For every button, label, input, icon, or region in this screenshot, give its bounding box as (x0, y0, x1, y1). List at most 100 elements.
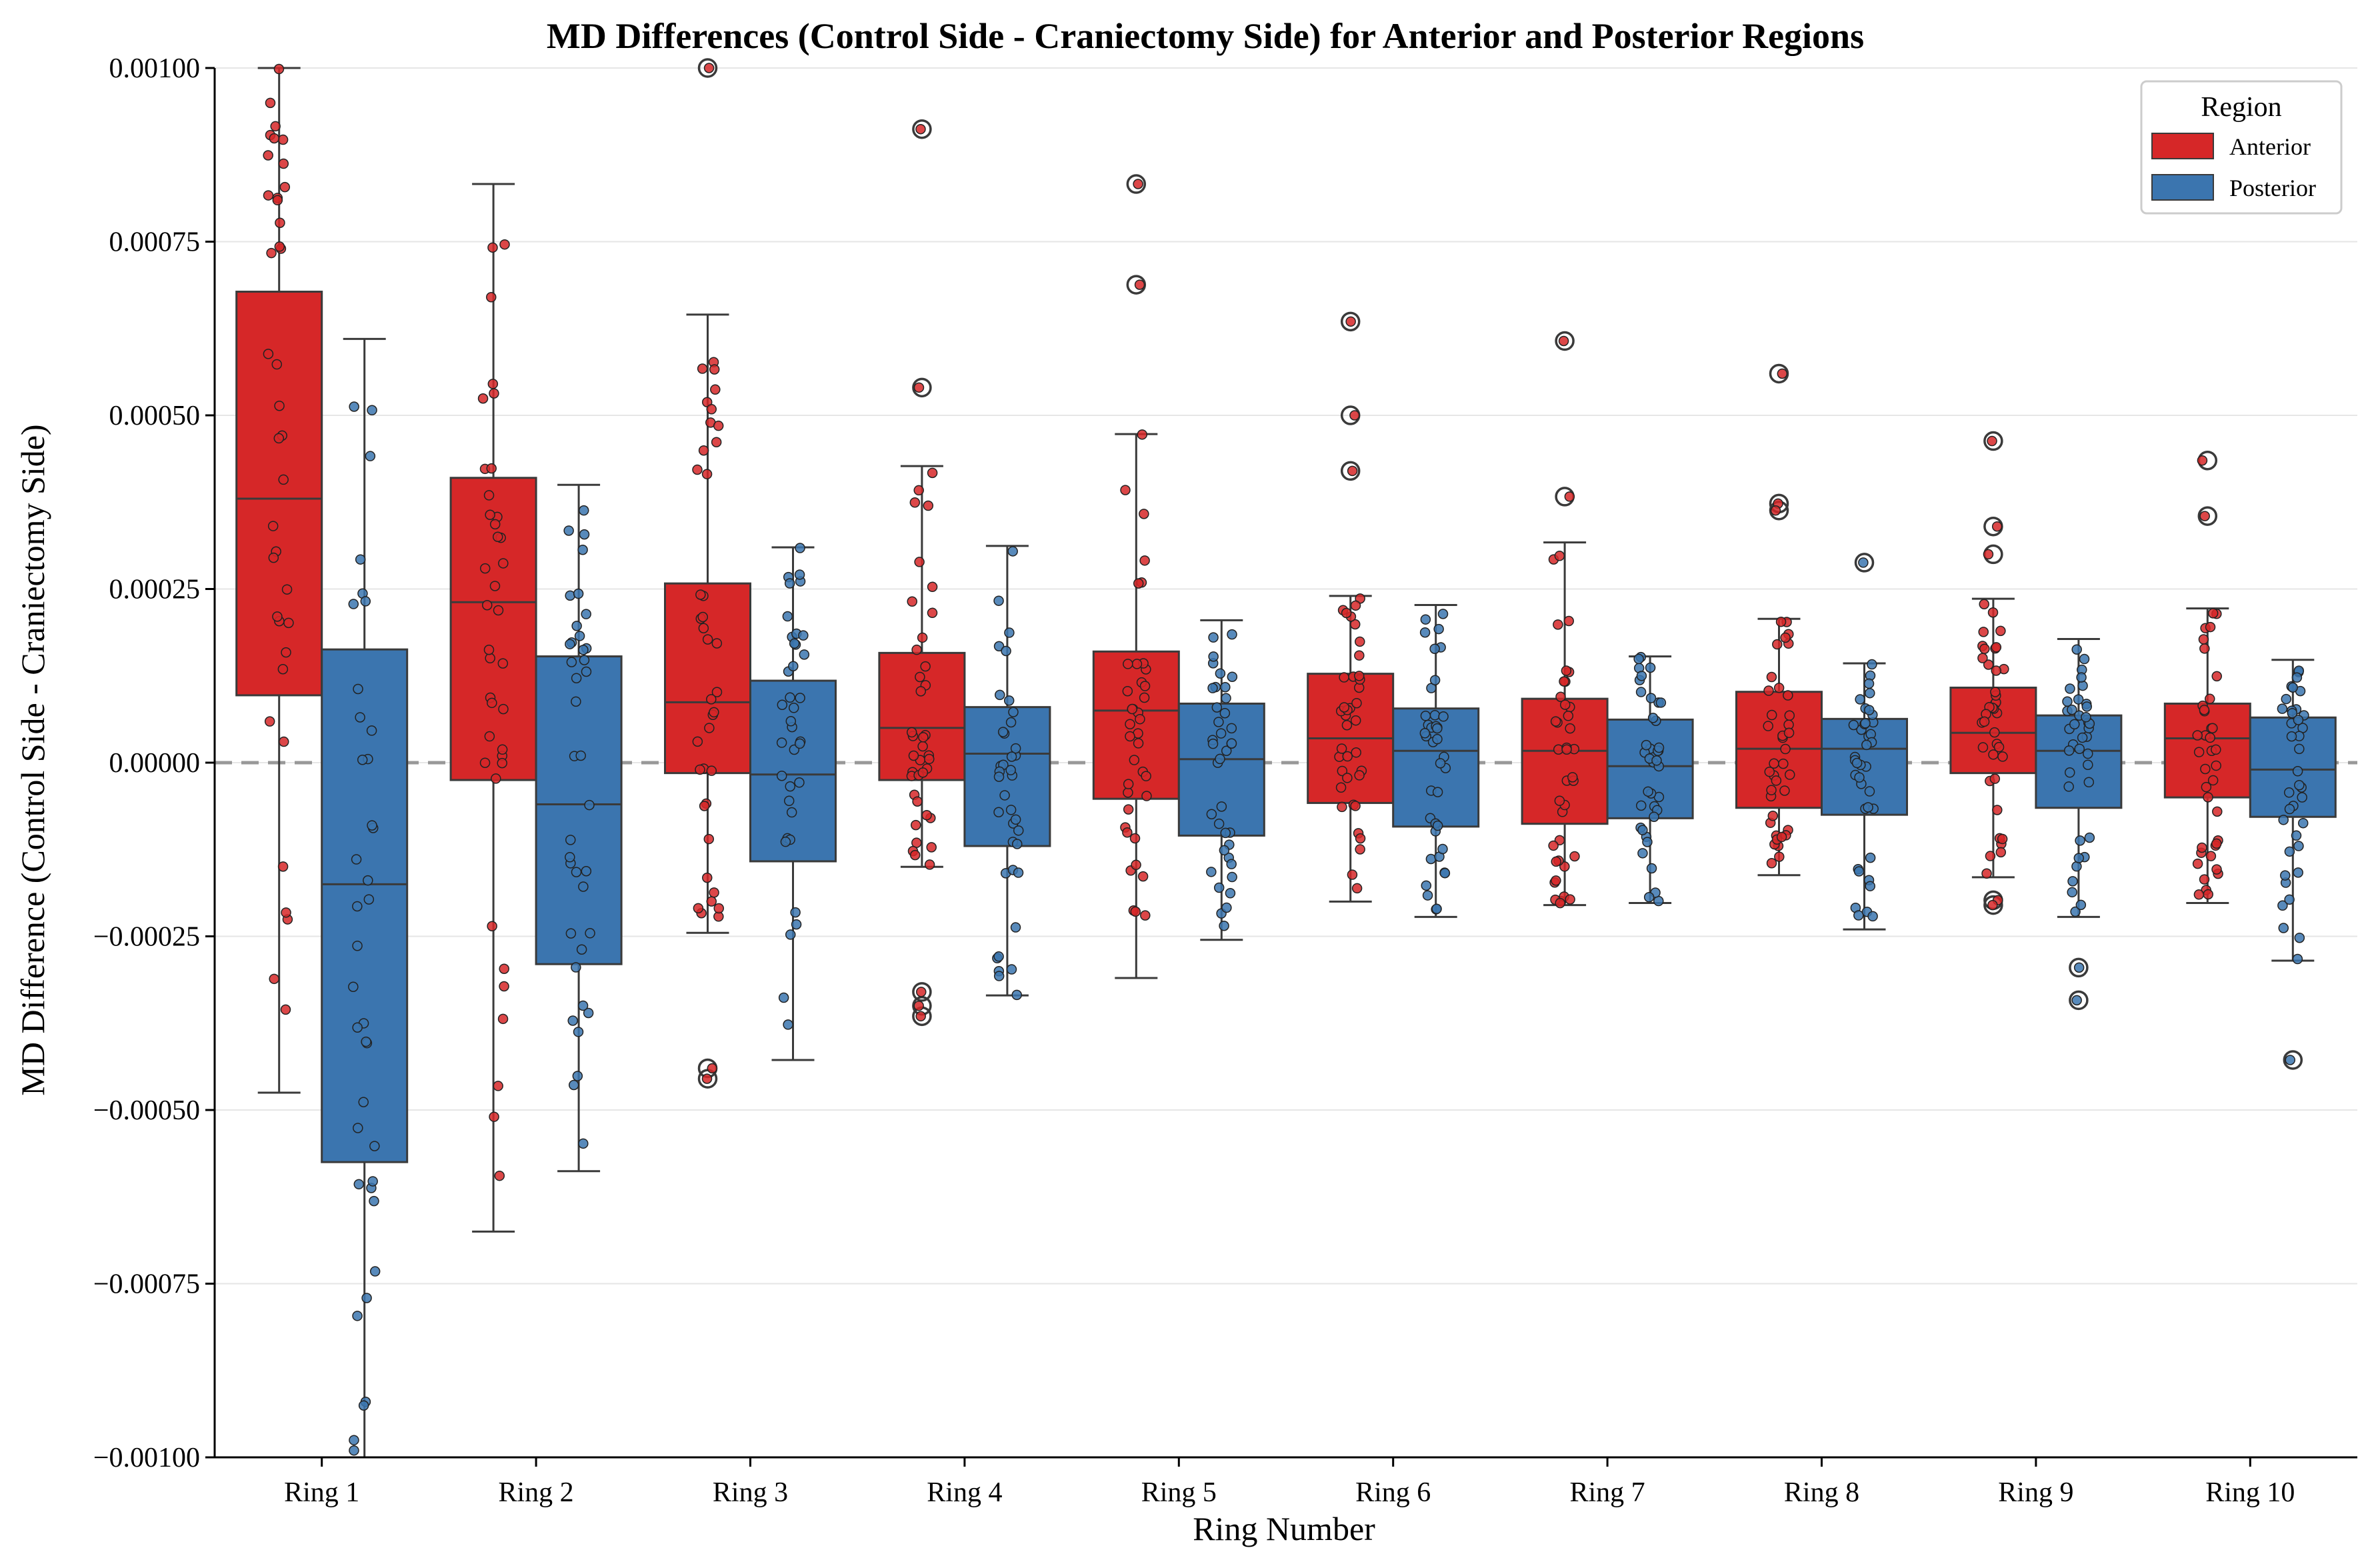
strip-point-anterior-4 (915, 671, 925, 683)
strip-point-posterior-5 (1213, 882, 1225, 893)
outlier-posterior-10-1 (2283, 1050, 2303, 1070)
strip-point-posterior-1 (357, 754, 368, 765)
strip-point-anterior-9 (1990, 687, 2001, 697)
strip-point-posterior-8 (1865, 881, 1876, 891)
strip-point-anterior-3 (711, 638, 723, 649)
strip-point-anterior-4 (926, 842, 937, 853)
strip-point-anterior-1 (278, 474, 289, 485)
strip-point-posterior-3 (799, 649, 810, 660)
strip-point-anterior-3 (695, 764, 705, 775)
strip-point-anterior-4 (911, 644, 922, 655)
strip-point-posterior-1 (352, 940, 363, 951)
box-iqr (1735, 691, 1823, 809)
strip-point-anterior-6 (1351, 883, 1363, 894)
strip-point-anterior-1 (268, 552, 279, 563)
strip-point-anterior-4 (920, 661, 931, 672)
strip-point-anterior-5 (1129, 755, 1140, 765)
strip-point-posterior-10 (2292, 766, 2303, 777)
strip-point-anterior-4 (910, 819, 921, 831)
outlier-anterior-6-3 (1340, 461, 1361, 481)
strip-point-posterior-2 (585, 928, 595, 939)
strip-point-anterior-5 (1139, 509, 1149, 519)
x-tick-label: Ring 1 (284, 1477, 359, 1508)
strip-point-anterior-3 (695, 589, 706, 600)
strip-point-anterior-3 (697, 363, 708, 374)
strip-point-posterior-9 (2063, 745, 2075, 756)
strip-point-posterior-9 (2065, 683, 2075, 694)
strip-point-anterior-8 (1775, 616, 1787, 627)
strip-point-posterior-1 (348, 599, 359, 609)
strip-point-posterior-2 (571, 621, 582, 631)
strip-point-posterior-10 (2281, 693, 2292, 705)
strip-point-posterior-10 (2280, 870, 2291, 881)
strip-point-anterior-10 (2198, 634, 2209, 645)
strip-point-posterior-5 (1225, 888, 1236, 899)
outlier-anterior-3-3 (697, 58, 718, 78)
strip-point-posterior-8 (1853, 866, 1865, 877)
strip-point-posterior-3 (783, 1019, 793, 1030)
strip-point-anterior-10 (2199, 874, 2210, 885)
strip-point-posterior-5 (1219, 845, 1230, 856)
strip-point-anterior-1 (279, 181, 291, 193)
y-axis-label: MD Difference (Control Side - Craniectom… (14, 424, 51, 1095)
strip-point-anterior-8 (1766, 858, 1777, 869)
strip-point-anterior-6 (1354, 671, 1365, 681)
strip-point-posterior-5 (1206, 809, 1217, 819)
strip-point-anterior-7 (1551, 875, 1561, 886)
x-tick-label: Ring 8 (1784, 1477, 1859, 1508)
box-posterior-1 (321, 337, 409, 1459)
strip-point-posterior-2 (579, 529, 590, 540)
strip-point-anterior-5 (1140, 910, 1151, 921)
strip-point-anterior-2 (482, 599, 493, 611)
strip-point-anterior-4 (913, 485, 924, 496)
strip-point-posterior-4 (1013, 867, 1024, 878)
strip-point-posterior-6 (1438, 711, 1449, 722)
strip-point-posterior-2 (565, 835, 576, 845)
strip-point-posterior-10 (2286, 731, 2297, 742)
strip-point-anterior-5 (1125, 731, 1135, 742)
strip-point-anterior-3 (698, 623, 709, 633)
strip-point-anterior-6 (1342, 773, 1353, 783)
strip-point-posterior-7 (1646, 863, 1657, 874)
strip-point-anterior-9 (1979, 599, 1989, 609)
strip-point-anterior-9 (1977, 653, 1988, 663)
box-anterior-1 (235, 67, 323, 1094)
strip-point-posterior-1 (353, 1179, 365, 1190)
strip-point-posterior-6 (1432, 820, 1443, 831)
strip-point-anterior-3 (697, 611, 709, 623)
strip-point-posterior-4 (993, 951, 1004, 962)
strip-point-posterior-2 (571, 962, 581, 973)
strip-point-anterior-1 (283, 617, 294, 629)
strip-point-posterior-5 (1206, 867, 1217, 877)
strip-point-anterior-9 (1991, 665, 2001, 676)
strip-point-posterior-10 (2297, 817, 2309, 829)
strip-point-posterior-10 (2277, 703, 2288, 714)
strip-point-posterior-3 (798, 630, 809, 641)
strip-point-posterior-2 (579, 505, 589, 516)
strip-point-anterior-7 (1555, 691, 1566, 703)
strip-point-anterior-1 (273, 63, 285, 75)
strip-point-anterior-4 (912, 796, 923, 807)
strip-point-posterior-3 (788, 703, 799, 713)
strip-point-anterior-3 (709, 887, 719, 898)
strip-point-posterior-9 (2083, 748, 2093, 759)
strip-point-anterior-2 (483, 490, 495, 501)
strip-point-posterior-5 (1213, 818, 1225, 829)
strip-point-anterior-6 (1347, 869, 1358, 880)
strip-point-posterior-3 (785, 692, 795, 703)
strip-point-anterior-2 (493, 1081, 503, 1091)
strip-point-anterior-8 (1772, 639, 1783, 650)
strip-point-posterior-8 (1848, 719, 1859, 731)
strip-point-posterior-9 (2083, 759, 2093, 771)
strip-point-anterior-6 (1341, 720, 1353, 731)
y-tick-label: 0.00050 (109, 401, 201, 431)
strip-point-anterior-6 (1349, 619, 1361, 630)
strip-point-posterior-10 (2292, 953, 2303, 965)
strip-point-posterior-1 (365, 451, 376, 461)
strip-point-posterior-2 (565, 852, 575, 863)
strip-point-posterior-9 (2076, 672, 2087, 683)
strip-point-anterior-3 (702, 872, 713, 883)
strip-point-posterior-8 (1851, 757, 1863, 769)
strip-point-posterior-2 (584, 799, 595, 811)
strip-point-anterior-7 (1550, 716, 1561, 727)
